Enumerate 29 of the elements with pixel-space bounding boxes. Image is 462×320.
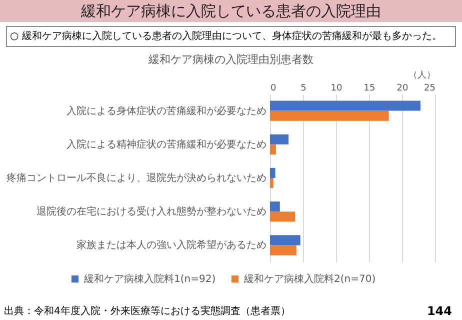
bar — [270, 100, 420, 111]
y-tick-label: 入院による身体症状の苦痛緩和が必要なため — [66, 104, 266, 117]
chart-subtitle: ○ 緩和ケア病棟に入院している患者の入院理由について、身体症状の苦痛緩和が最も多かった。 — [6, 26, 456, 47]
bar — [270, 110, 389, 121]
bar — [270, 202, 280, 212]
bar — [270, 212, 296, 222]
y-tick-label: 疼痛コントロール不良により、退院先が決められないため — [6, 172, 266, 184]
bar — [270, 144, 276, 154]
bar — [270, 168, 276, 178]
x-tick-label: 15 — [364, 84, 376, 94]
bar — [270, 245, 296, 256]
y-tick-label: 家族または本人の強い入院希望があるため — [76, 239, 266, 252]
text: 144 — [426, 304, 452, 318]
y-tick-label: 退院後の在宅における受け入れ態勢が整わないため — [36, 206, 266, 218]
y-tick-label: 入院による精神症状の苦痛緩和が必要なため — [66, 138, 266, 150]
chart-title: 緩和ケア病棟に入院している患者の入院理由 — [0, 0, 462, 22]
x-tick-label: 20 — [396, 84, 408, 94]
x-tick-label: 10 — [330, 84, 342, 94]
legend-label: 緩和ケア病棟入院料2(n=70) — [243, 273, 376, 285]
x-axis-title: （人） — [408, 70, 436, 80]
legend-label: 緩和ケア病棟入院料1(n=92) — [83, 273, 216, 285]
source-note: 出典：令和4年度入院・外来医療等における実態調査（患者票） — [4, 304, 290, 318]
text: 緩和ケア病棟の入院理由別患者数 — [148, 52, 314, 67]
x-tick-label: 5 — [300, 84, 306, 94]
bar — [270, 235, 300, 246]
bar — [270, 178, 274, 188]
x-tick-label: 0 — [270, 84, 276, 94]
x-tick-label: 25 — [424, 84, 436, 94]
bar — [270, 134, 288, 144]
